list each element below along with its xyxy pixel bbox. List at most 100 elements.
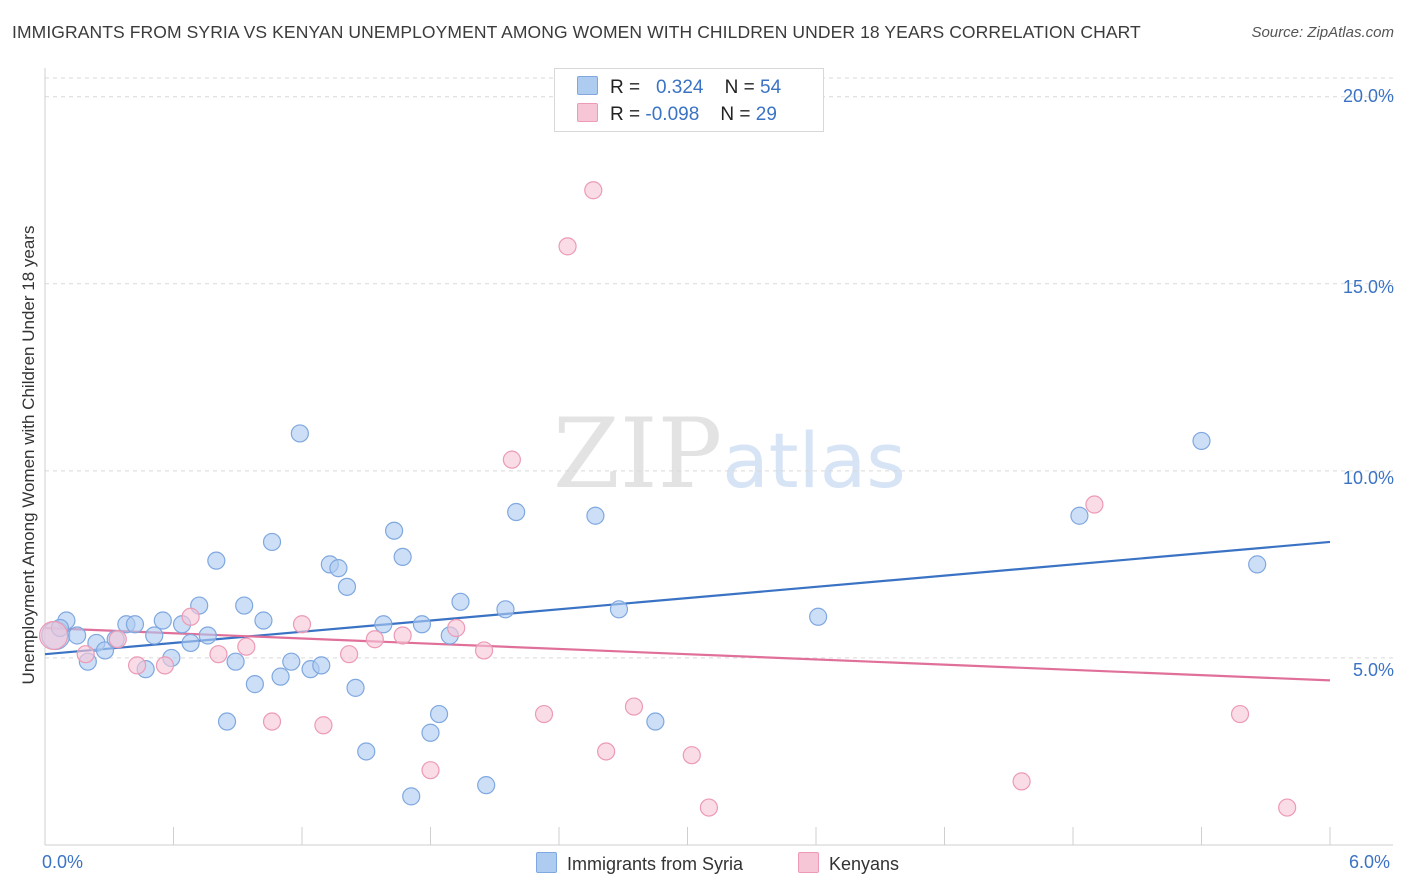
syria-point xyxy=(207,551,226,570)
kenyans-point xyxy=(502,450,521,469)
kenyans-point xyxy=(292,615,312,634)
kenyans-point xyxy=(1278,798,1297,817)
syria-point xyxy=(68,626,87,645)
kenyans-point xyxy=(76,645,95,664)
syria-point xyxy=(412,615,432,634)
source-credit: Source: ZipAtlas.com xyxy=(1251,24,1394,41)
syria-point xyxy=(329,559,348,578)
syria-point xyxy=(809,607,828,626)
syria-point xyxy=(609,600,629,619)
syria-point xyxy=(282,652,301,671)
syria-point xyxy=(646,712,665,731)
syria-point xyxy=(421,723,440,742)
syria-point xyxy=(337,577,357,596)
syria-point xyxy=(346,678,365,697)
legend-swatch-syria xyxy=(577,76,598,95)
legend-row-syria: R = 0.324 N = 54 xyxy=(577,76,781,100)
y-axis-label: Unemployment Among Women with Children U… xyxy=(19,225,38,685)
legend-r-label: R = xyxy=(610,104,641,125)
kenyans-point xyxy=(1085,495,1104,514)
syria-point xyxy=(198,626,217,645)
kenyans-point xyxy=(447,618,466,638)
kenyans-point xyxy=(624,697,644,716)
kenyans-trend-line xyxy=(44,626,1331,682)
legend-r-value-kenyans: -0.098 xyxy=(645,104,700,125)
watermark: ZIPatlas xyxy=(553,398,906,510)
syria-point xyxy=(95,641,115,660)
syria-point xyxy=(145,626,164,645)
y-tick-label-20: 20.0% xyxy=(1342,86,1394,106)
grid-lines xyxy=(45,77,1393,659)
syria-point xyxy=(125,615,145,634)
syria-trend-line xyxy=(44,540,1331,656)
syria-point xyxy=(1192,431,1211,451)
syria-point xyxy=(477,776,496,795)
axes xyxy=(44,68,1393,846)
syria-point xyxy=(312,656,331,675)
y-tick-label-15: 15.0% xyxy=(1342,277,1394,297)
kenyans-point xyxy=(108,630,127,649)
syria-point xyxy=(586,506,605,525)
legend-n-value-kenyans: 29 xyxy=(755,104,777,125)
kenyans-point xyxy=(682,746,701,765)
legend-r-label: R = xyxy=(610,77,641,98)
legend-n-label: N = xyxy=(720,104,751,125)
bottom-legend-label-kenyans: Kenyans xyxy=(829,854,900,874)
kenyans-point xyxy=(155,656,175,675)
kenyans-point xyxy=(340,645,359,664)
kenyans-point xyxy=(1012,772,1031,791)
kenyans-point xyxy=(38,620,69,651)
syria-point xyxy=(384,521,404,540)
syria-point xyxy=(429,704,449,724)
syria-point xyxy=(235,596,254,615)
syria-point xyxy=(153,611,172,630)
data-points xyxy=(38,181,1297,817)
legend-swatch-kenyans xyxy=(577,103,598,122)
x-tick-label-max: 6.0% xyxy=(1349,852,1391,872)
bottom-legend-kenyans: Kenyans xyxy=(798,852,899,875)
syria-point xyxy=(1248,555,1267,574)
syria-point xyxy=(217,712,237,731)
syria-point xyxy=(181,633,200,653)
bottom-legend-syria: Immigrants from Syria xyxy=(536,852,743,875)
kenyans-point xyxy=(474,641,494,660)
syria-point xyxy=(254,611,273,630)
syria-point xyxy=(245,675,264,694)
trend-lines xyxy=(44,540,1331,682)
kenyans-point xyxy=(127,656,147,675)
bottom-legend-swatch-syria xyxy=(536,852,557,873)
syria-point xyxy=(496,600,515,619)
kenyans-point xyxy=(534,704,554,724)
kenyans-point xyxy=(699,798,719,817)
syria-point xyxy=(451,592,470,611)
watermark-zip: ZIP xyxy=(553,398,723,510)
kenyans-point xyxy=(314,716,333,735)
kenyans-point xyxy=(584,181,603,200)
kenyans-point xyxy=(365,630,384,649)
watermark-atlas: atlas xyxy=(722,416,906,505)
kenyans-point xyxy=(558,237,577,256)
syria-point xyxy=(262,532,282,552)
syria-point xyxy=(271,667,290,686)
kenyans-point xyxy=(209,645,228,664)
bottom-legend-label-syria: Immigrants from Syria xyxy=(567,854,744,874)
legend-n-value-syria: 54 xyxy=(760,77,782,98)
bottom-legend-swatch-kenyans xyxy=(798,852,819,873)
chart-title: IMMIGRANTS FROM SYRIA VS KENYAN UNEMPLOY… xyxy=(12,22,1141,42)
syria-point xyxy=(507,502,526,522)
kenyans-point xyxy=(237,637,256,656)
kenyans-point xyxy=(597,742,616,761)
kenyans-point xyxy=(1230,704,1250,724)
kenyans-point xyxy=(393,626,412,645)
legend-n-label: N = xyxy=(724,77,755,98)
syria-point xyxy=(226,652,245,671)
y-tick-label-10: 10.0% xyxy=(1342,468,1394,488)
legend-row-kenyans: R = -0.098 N = 29 xyxy=(577,103,777,127)
syria-point xyxy=(393,547,412,567)
y-tick-label-5: 5.0% xyxy=(1352,660,1394,680)
correlation-legend: R = 0.324 N = 54 R = -0.098 N = 29 xyxy=(554,68,824,132)
kenyans-point xyxy=(262,712,282,731)
syria-point xyxy=(1070,506,1089,525)
syria-point xyxy=(290,424,309,443)
